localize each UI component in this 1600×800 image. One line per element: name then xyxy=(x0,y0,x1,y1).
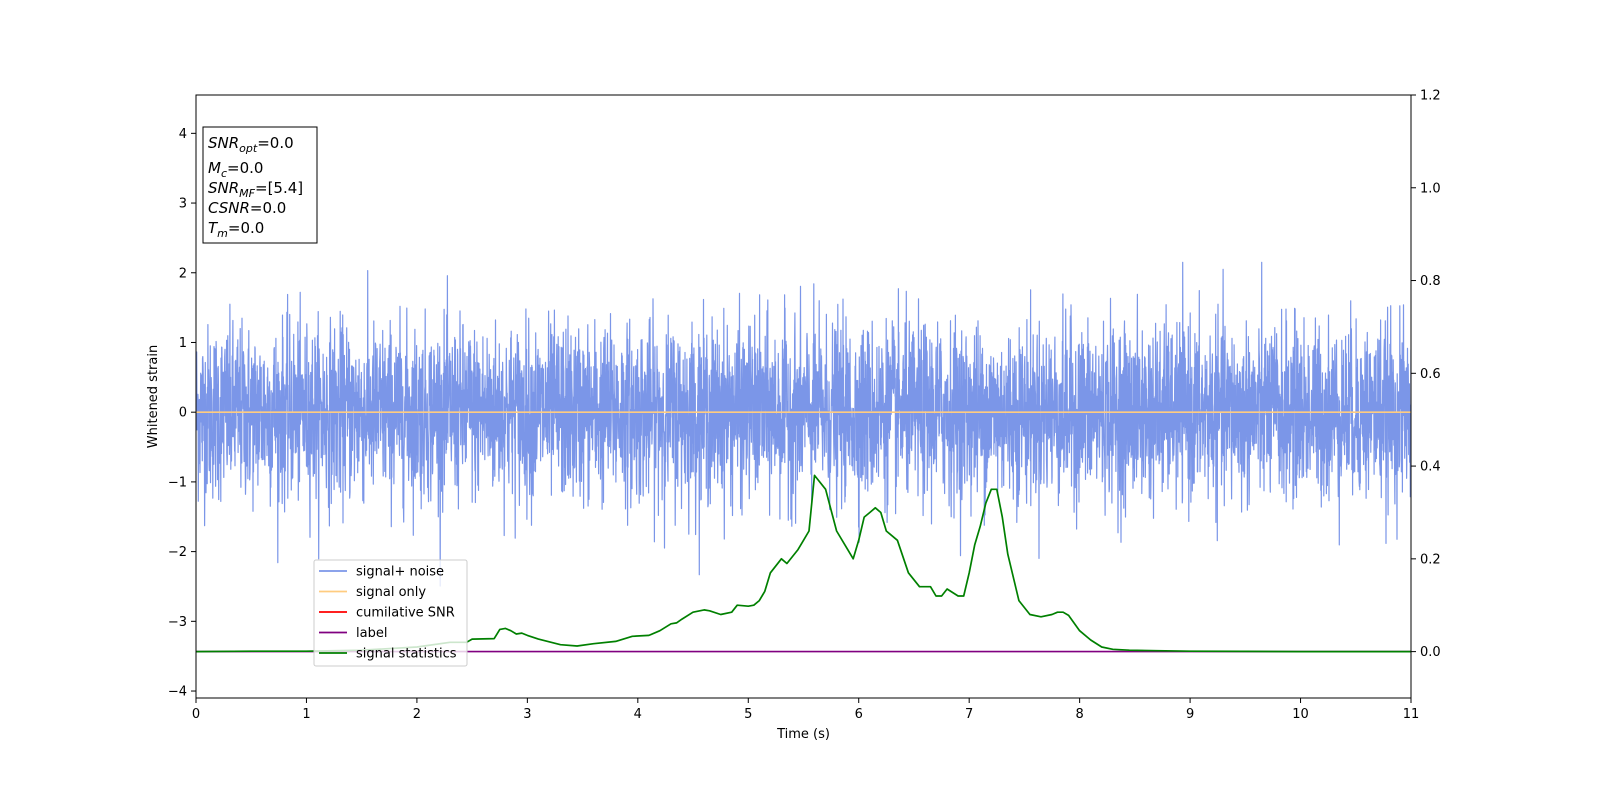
y-left-tick-label: 2 xyxy=(179,266,187,281)
info-value: =[5.4] xyxy=(255,179,303,197)
y-left-tick-label: 3 xyxy=(179,197,187,212)
y-left-tick-label: 4 xyxy=(179,127,187,142)
x-tick-label: 8 xyxy=(1075,707,1083,722)
info-subscript: MF xyxy=(239,187,255,200)
y-right-tick-label: 0.6 xyxy=(1420,367,1441,382)
info-box: SNRopt=0.0Mc=0.0SNRMF=[5.4]CSNR=0.0Tm=0.… xyxy=(202,126,318,244)
info-value: =0.0 xyxy=(227,159,263,177)
x-axis-label: Time (s) xyxy=(776,727,830,742)
x-tick-label: 9 xyxy=(1186,707,1194,722)
x-axis-ticks: 0 1 2 3 4 5 6 7 8 9 10 11 xyxy=(192,698,1419,722)
info-symbol: CSNR xyxy=(208,199,250,217)
x-tick-label: 2 xyxy=(413,707,421,722)
y-right-tick-label: 1.2 xyxy=(1420,89,1441,104)
info-symbol: SNR xyxy=(208,179,239,197)
legend-label: signal only xyxy=(356,585,426,600)
info-subscript: c xyxy=(221,167,227,180)
x-tick-label: 4 xyxy=(634,707,642,722)
info-box-line: CSNR=0.0 xyxy=(208,199,286,217)
y-left-tick-label: 0 xyxy=(179,406,187,421)
info-symbol: M xyxy=(208,159,221,177)
y-left-tick-label: −2 xyxy=(168,545,187,560)
y-right-tick-label: 1.0 xyxy=(1420,181,1441,196)
x-tick-label: 5 xyxy=(744,707,752,722)
y-right-tick-label: 0.0 xyxy=(1420,645,1441,660)
info-box-line: SNRMF=[5.4] xyxy=(208,179,303,200)
legend-label: label xyxy=(356,626,387,641)
info-box-line: Tm=0.0 xyxy=(208,219,264,240)
x-tick-label: 7 xyxy=(965,707,973,722)
info-value: =0.0 xyxy=(257,134,293,152)
legend-label: signal+ noise xyxy=(356,565,444,580)
series-signal-statistics xyxy=(196,474,1411,653)
x-tick-label: 1 xyxy=(302,707,310,722)
x-tick-label: 11 xyxy=(1403,707,1420,722)
y-left-tick-label: 1 xyxy=(179,336,187,351)
y-right-tick-label: 0.4 xyxy=(1420,460,1441,475)
info-subscript: m xyxy=(217,227,228,240)
x-tick-label: 10 xyxy=(1292,707,1309,722)
info-box-line: Mc=0.0 xyxy=(208,159,263,180)
y-axis-right-ticks: 0.0 0.2 0.4 0.6 0.8 1.0 1.2 xyxy=(1411,89,1441,660)
info-box-line: SNRopt=0.0 xyxy=(208,134,294,155)
legend-frame xyxy=(313,559,468,667)
info-value: =0.0 xyxy=(250,199,286,217)
y-axis-left-ticks: −4 −3 −2 −1 0 1 2 3 4 xyxy=(168,127,196,700)
axes-frame xyxy=(195,94,1412,699)
info-subscript: opt xyxy=(239,142,258,155)
info-symbol: T xyxy=(208,219,219,237)
legend: signal+ noise signal only cumilative SNR la… xyxy=(313,559,468,667)
x-tick-label: 0 xyxy=(192,707,200,722)
info-symbol: SNR xyxy=(208,134,239,152)
x-tick-label: 3 xyxy=(523,707,531,722)
info-value: =0.0 xyxy=(228,219,264,237)
legend-label: cumilative SNR xyxy=(356,606,455,621)
info-box-frame xyxy=(202,126,318,244)
y-axis-label: Whitened strain xyxy=(146,345,161,448)
y-left-tick-label: −4 xyxy=(168,685,187,700)
series-signal-noise xyxy=(196,261,1411,587)
y-left-tick-label: −1 xyxy=(168,475,187,490)
y-right-tick-label: 0.2 xyxy=(1420,552,1441,567)
legend-label: signal statistics xyxy=(356,647,457,662)
y-left-tick-label: −3 xyxy=(168,615,187,630)
x-tick-label: 6 xyxy=(855,707,863,722)
y-right-tick-label: 0.8 xyxy=(1420,274,1441,289)
